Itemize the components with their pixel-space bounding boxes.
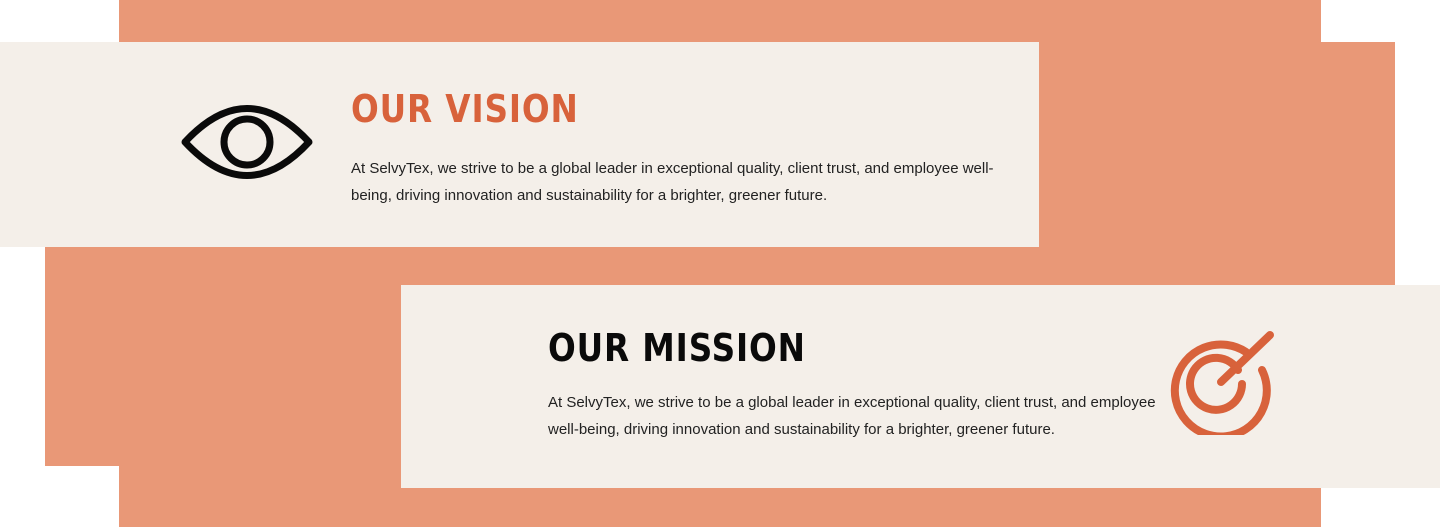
vision-card: OUR VISION At SelvyTex, we strive to be … — [0, 42, 1039, 247]
target-icon — [1164, 329, 1276, 441]
mission-card: OUR MISSION At SelvyTex, we strive to be… — [401, 285, 1440, 488]
vision-text: At SelvyTex, we strive to be a global le… — [351, 160, 994, 204]
eye-icon — [181, 97, 313, 192]
mission-text: At SelvyTex, we strive to be a global le… — [548, 394, 1156, 438]
mission-title: OUR MISSION — [548, 326, 806, 370]
vision-title: OUR VISION — [351, 87, 579, 131]
